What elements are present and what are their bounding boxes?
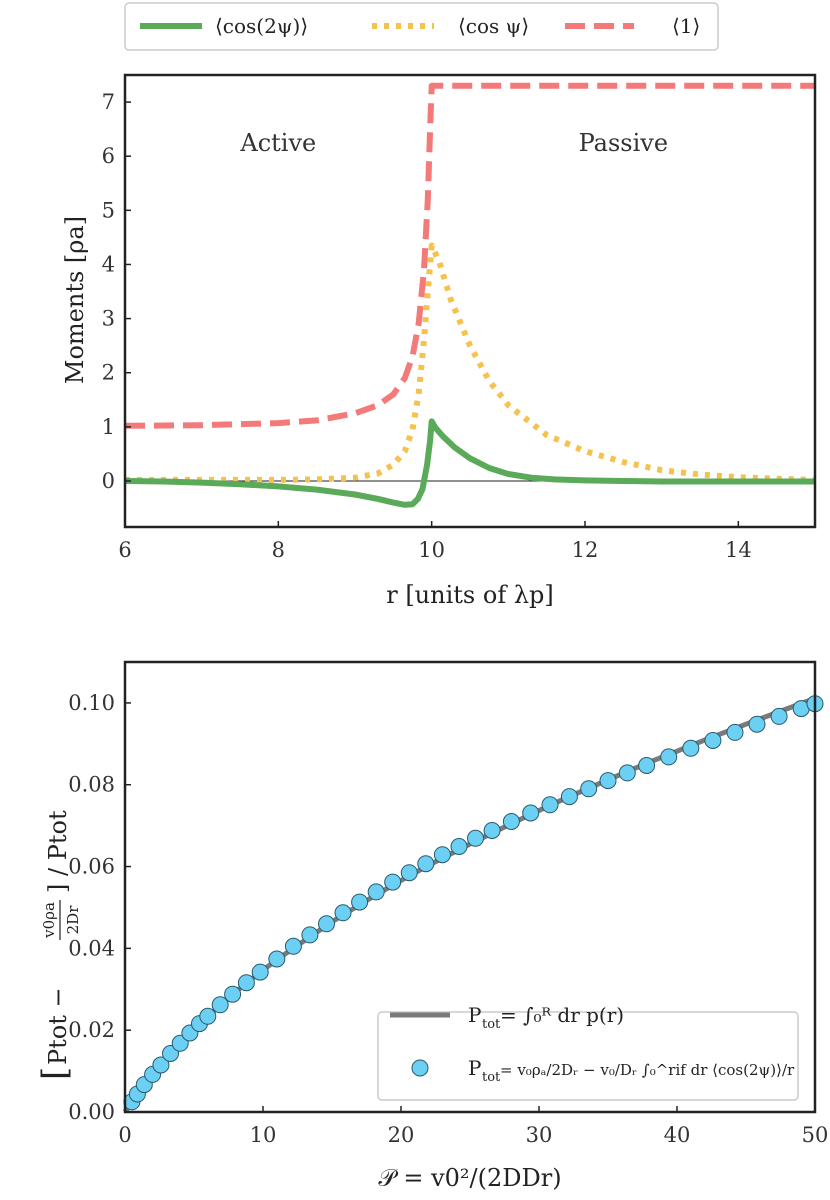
data-point [522, 804, 540, 822]
data-point [638, 757, 656, 774]
y-tick-label: 0.04 [68, 936, 115, 960]
y-tick-label: 6 [102, 144, 115, 168]
legend-dots-p: P [468, 1056, 481, 1080]
y-tick-label: 1 [102, 415, 115, 439]
data-point [660, 748, 678, 766]
data-point [417, 855, 435, 873]
data-point [704, 732, 722, 749]
ylabel-frac-num: v0ρa [40, 902, 58, 939]
ylabel-ptot-minus: Ptot − [44, 987, 72, 1065]
y-tick-label: 0.08 [68, 773, 115, 797]
moments-xlabel: r [units of λp] [386, 581, 554, 609]
annotation-passive: Passive [579, 129, 668, 157]
data-point [560, 788, 578, 806]
data-point [237, 974, 255, 992]
data-point [502, 813, 520, 830]
data-point [318, 915, 335, 933]
y-tick-label: 0.02 [68, 1018, 115, 1042]
x-tick-label: 0 [118, 1123, 131, 1147]
data-point [224, 985, 242, 1003]
data-point [541, 796, 559, 814]
data-point [367, 883, 385, 901]
legend-line-expr: = ∫₀ᴿ dr p(r) [500, 1003, 624, 1027]
pressure-ylabel: [ Ptot − v0ρa 2Dr ] / Ptot [35, 810, 82, 1080]
x-tick-label: 6 [118, 538, 131, 562]
y-tick-label: 4 [102, 252, 115, 276]
data-point [334, 904, 352, 922]
x-tick-label: 20 [388, 1123, 415, 1147]
data-point [467, 829, 484, 847]
y-tick-label: 5 [102, 198, 115, 222]
data-point [483, 822, 501, 839]
data-point [268, 950, 286, 968]
x-tick-label: 30 [526, 1123, 553, 1147]
y-tick-label: 0.10 [68, 691, 115, 715]
x-tick-label: 40 [664, 1123, 691, 1147]
series-0-line [124, 418, 815, 508]
pressure-plot: 0 10 20 30 40 50 0.00 0.02 0.04 0.06 0.08 0.10 𝒫 = … [35, 660, 828, 1192]
data-point [400, 864, 418, 882]
data-point [199, 1007, 217, 1025]
data-point [152, 1056, 170, 1074]
legend-label-cos2psi: ⟨cos(2ψ)⟩ [215, 14, 308, 38]
annotation-active: Active [239, 129, 316, 157]
ylabel-bracket-close: ] / Ptot [44, 810, 72, 893]
pressure-xlabel: 𝒫 = v0²/(2DDr) [378, 1164, 561, 1192]
data-point [580, 780, 598, 798]
data-point [450, 838, 468, 855]
ylabel-bracket-open: [ [35, 1067, 75, 1080]
legend-label-cospsi: ⟨cos ψ⟩ [458, 14, 529, 38]
y-tick-label: 7 [102, 90, 115, 114]
pressure-series [122, 695, 824, 1114]
moments-series [124, 82, 816, 508]
data-point [301, 926, 319, 944]
data-point [682, 739, 700, 757]
legend-swatch-dot [411, 1059, 429, 1077]
x-tick-label: 8 [272, 538, 285, 562]
legend-dots-sub: tot [482, 1070, 501, 1085]
data-point [770, 707, 788, 725]
pressure-legend: P tot = ∫₀ᴿ dr p(r) P tot = v₀ρₐ/2Dᵣ − v… [377, 1003, 799, 1101]
y-tick-label: 0.00 [68, 1100, 115, 1124]
data-point [433, 846, 451, 864]
y-tick-label: 3 [102, 307, 115, 331]
legend-line-sub: tot [482, 1017, 501, 1032]
data-point [618, 764, 636, 782]
ylabel-frac-den: 2Dr [64, 905, 82, 935]
series-2-line [124, 82, 815, 429]
moments-ylabel: Moments [ρa] [61, 216, 89, 384]
legend-dots-expr: = v₀ρₐ/2Dᵣ − v₀/Dᵣ ∫₀^rif dr ⟨cos(2ψ)⟩/r [500, 1061, 795, 1079]
moments-axes-frame [123, 73, 817, 529]
pressure-axes-frame [123, 660, 817, 1114]
pressure-ticks: 0 10 20 30 40 50 0.00 0.02 0.04 0.06 0.08 0.10 [68, 691, 828, 1147]
y-tick-label: 0 [102, 469, 115, 493]
data-point [351, 893, 369, 911]
data-point [251, 963, 269, 981]
pressure-legend-frame [377, 1011, 799, 1101]
data-point [211, 996, 229, 1014]
data-point [384, 873, 402, 891]
x-tick-label: 10 [418, 538, 445, 562]
x-tick-label: 14 [725, 538, 752, 562]
series-1-line [125, 242, 816, 483]
legend-label-one: ⟨1⟩ [672, 14, 700, 38]
x-tick-label: 10 [250, 1123, 277, 1147]
y-tick-label: 0.06 [68, 855, 115, 879]
data-point [726, 723, 744, 741]
data-point [599, 772, 617, 790]
data-point [748, 715, 766, 733]
data-point [284, 937, 302, 955]
legend-line-p: P [468, 1003, 481, 1027]
x-tick-label: 12 [572, 538, 599, 562]
top-legend: ⟨cos(2ψ)⟩ ⟨cos ψ⟩ ⟨1⟩ [124, 2, 719, 51]
x-tick-label: 50 [802, 1123, 829, 1147]
y-tick-label: 2 [102, 361, 115, 385]
